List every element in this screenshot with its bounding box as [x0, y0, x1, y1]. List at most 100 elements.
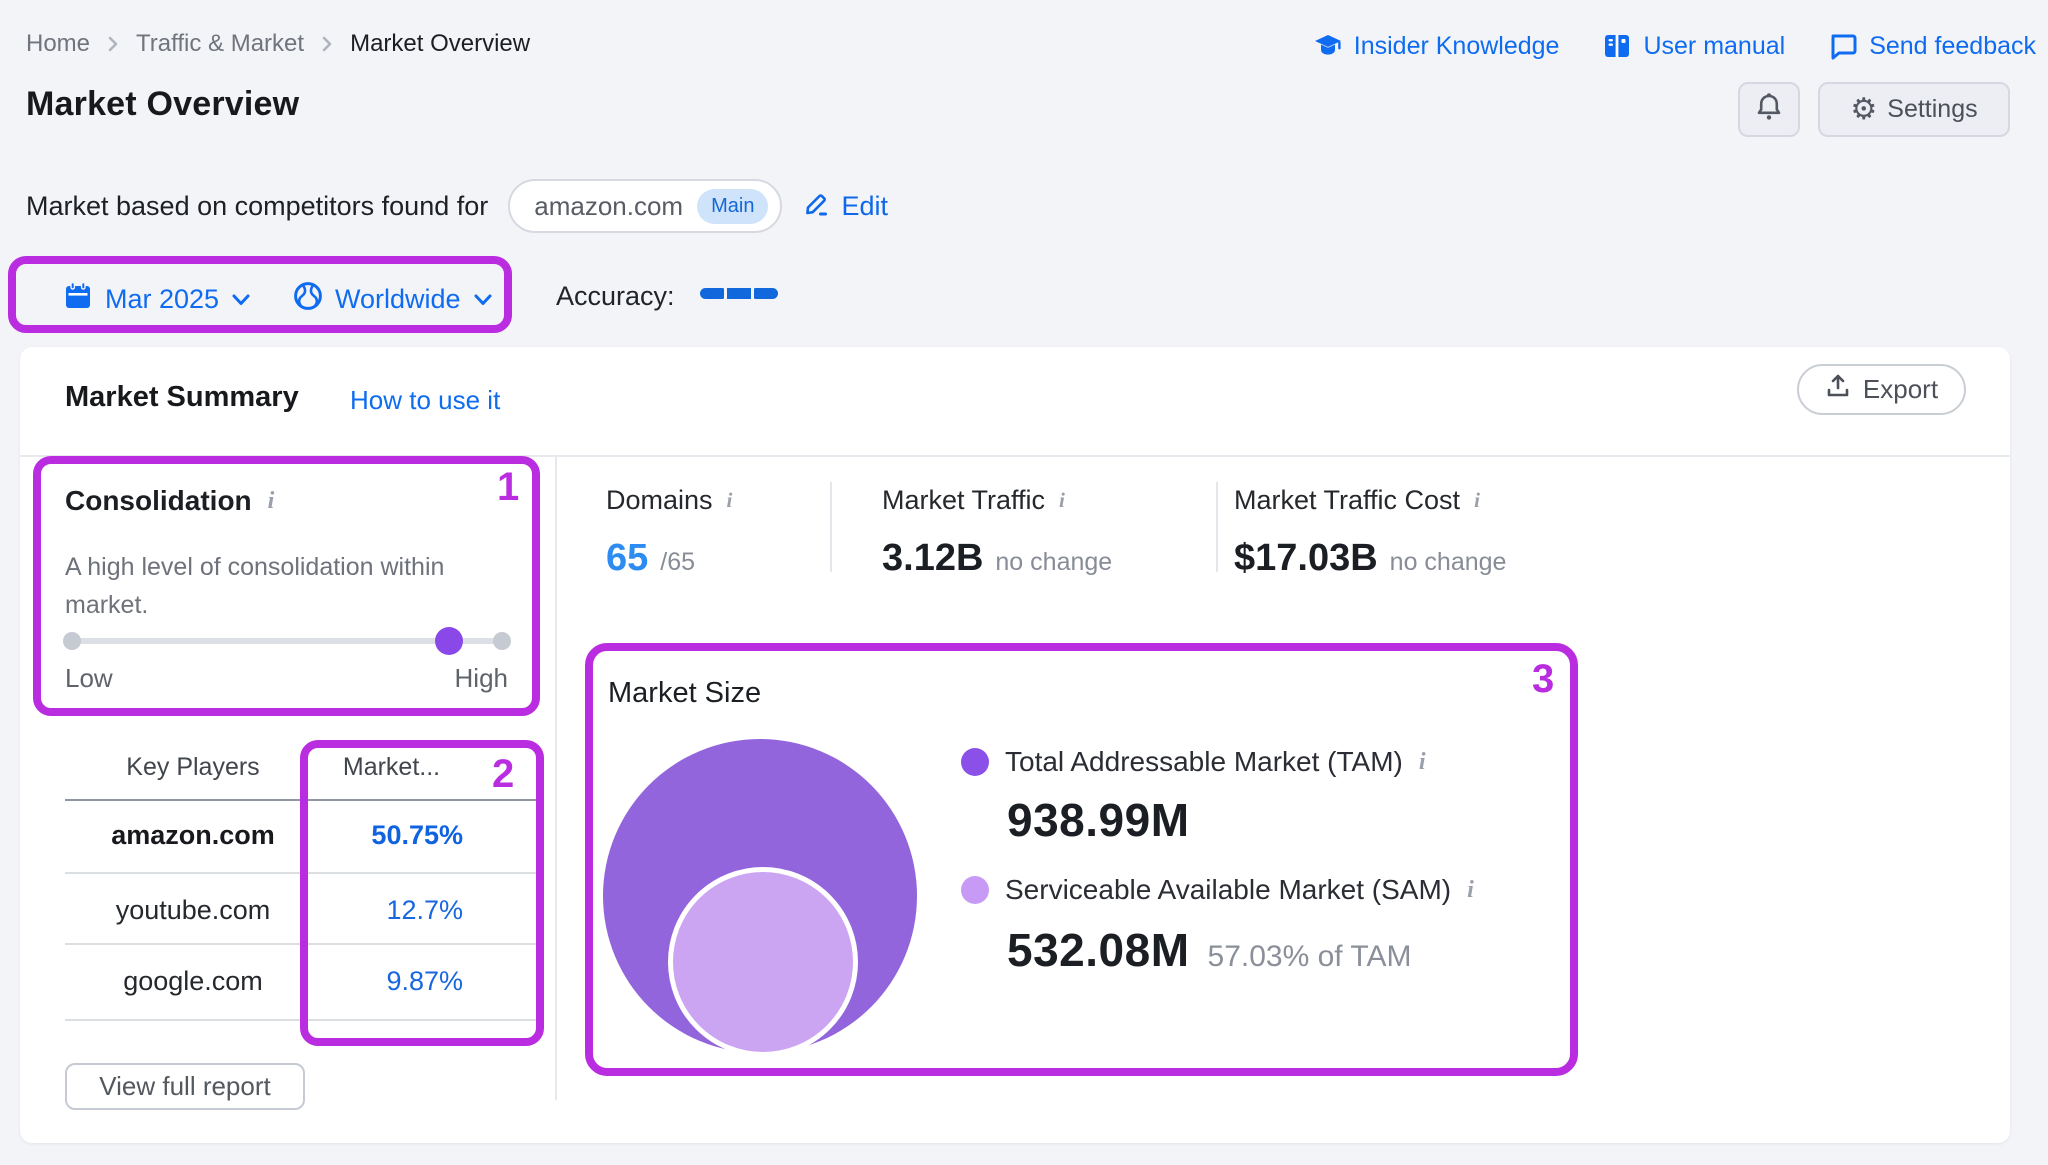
market-size-title: Market Size [608, 677, 762, 709]
consolidation-gauge-track[interactable] [72, 638, 502, 644]
tam-value-row: 938.99M [1007, 793, 1190, 847]
accuracy-segment [727, 288, 751, 299]
market-traffic-change: no change [995, 548, 1113, 576]
info-icon[interactable]: i [1418, 748, 1426, 775]
settings-button[interactable]: ⚙ Settings [1818, 82, 2010, 137]
gauge-high-label: High [454, 663, 508, 693]
info-icon[interactable]: i [726, 488, 733, 512]
send-feedback-label: Send feedback [1869, 31, 2036, 60]
chevron-down-icon [230, 292, 252, 308]
column-divider [555, 455, 557, 1100]
info-icon[interactable]: i [1059, 488, 1065, 512]
market-traffic-value: 3.12B [882, 537, 984, 579]
send-feedback-link[interactable]: Send feedback [1827, 30, 2036, 62]
tam-legend-label: Total Addressable Market (TAM) [1005, 746, 1403, 777]
table-row-divider [65, 872, 540, 874]
table-row-share[interactable]: 12.7% [386, 895, 463, 925]
accuracy-meter [700, 288, 778, 299]
annotation-number-1: 1 [497, 465, 520, 509]
region-filter-value: Worldwide [335, 284, 461, 314]
sam-legend-row: Serviceable Available Market (SAM) i [961, 874, 1474, 906]
tam-value: 938.99M [1007, 794, 1190, 846]
annotation-number-3: 3 [1532, 657, 1555, 701]
consolidation-gauge-handle[interactable] [435, 627, 463, 655]
sam-of-tam: 57.03% of TAM [1207, 940, 1412, 973]
main-badge: Main [697, 188, 769, 224]
breadcrumb-home[interactable]: Home [26, 30, 91, 57]
chevron-down-icon [472, 292, 494, 308]
table-row-domain[interactable]: youtube.com [115, 895, 271, 925]
gauge-min-dot [63, 632, 81, 650]
settings-label: Settings [1887, 95, 1978, 123]
calendar-icon [62, 280, 94, 319]
table-row-share[interactable]: 9.87% [386, 966, 463, 996]
user-manual-label: User manual [1643, 31, 1786, 60]
sam-legend-label: Serviceable Available Market (SAM) [1005, 874, 1452, 905]
table-row-divider [65, 1019, 540, 1021]
market-traffic-cost-stat-header: Market Traffic Cost i [1234, 485, 1480, 516]
sam-bubble [668, 867, 858, 1057]
view-full-report-button[interactable]: View full report [65, 1063, 305, 1110]
bell-icon [1754, 91, 1784, 128]
market-traffic-cost-value: $17.03B [1234, 537, 1378, 579]
table-row-domain[interactable]: google.com [123, 966, 263, 996]
gauge-max-dot [493, 632, 511, 650]
breadcrumb-traffic-market[interactable]: Traffic & Market [136, 30, 305, 57]
table-header-underline [65, 799, 540, 801]
domains-total: /65 [660, 548, 696, 576]
book-icon [1601, 30, 1633, 62]
breadcrumb: Home Traffic & Market Market Overview [26, 30, 530, 58]
domains-stat-header: Domains i [606, 485, 732, 516]
stat-divider [830, 482, 832, 572]
insider-knowledge-link[interactable]: Insider Knowledge [1312, 30, 1559, 62]
breadcrumb-current: Market Overview [350, 30, 531, 57]
accuracy-segment [754, 288, 778, 299]
main-domain: amazon.com [534, 190, 684, 221]
region-filter-dropdown[interactable]: Worldwide [292, 280, 494, 319]
info-icon[interactable]: i [1474, 488, 1480, 512]
stat-divider [1216, 482, 1218, 572]
user-manual-link[interactable]: User manual [1601, 30, 1785, 62]
key-players-column-header[interactable]: Key Players [126, 753, 260, 781]
consolidation-title: Consolidation [65, 485, 252, 516]
page-title: Market Overview [26, 85, 300, 123]
market-traffic-label: Market Traffic [882, 485, 1046, 515]
domains-label: Domains [606, 485, 713, 515]
date-filter-value: Mar 2025 [105, 284, 220, 314]
market-share-column-header[interactable]: Market... [342, 753, 441, 781]
edit-label: Edit [841, 190, 888, 221]
domains-stat-value: 65 /65 [606, 537, 695, 580]
edit-competitors-link[interactable]: Edit [802, 188, 888, 225]
accuracy-segment [700, 288, 724, 299]
chevron-right-icon [106, 34, 120, 54]
globe-icon [292, 280, 324, 319]
table-row-domain[interactable]: amazon.com [111, 820, 275, 850]
market-summary-title: Market Summary [65, 381, 299, 413]
consolidation-description: A high level of consolidation within mar… [65, 553, 445, 619]
export-icon [1825, 373, 1851, 406]
market-traffic-cost-label: Market Traffic Cost [1234, 485, 1461, 515]
market-traffic-cost-stat-value: $17.03B no change [1234, 537, 1506, 580]
export-button[interactable]: Export [1797, 364, 1966, 415]
date-filter-dropdown[interactable]: Mar 2025 [62, 280, 252, 319]
graduation-cap-icon [1312, 30, 1344, 62]
sam-legend-dot [961, 876, 989, 904]
main-domain-pill[interactable]: amazon.com Main [508, 179, 783, 233]
annotation-box-market-share [300, 740, 544, 1046]
tam-legend-dot [961, 748, 989, 776]
annotation-number-2: 2 [492, 752, 515, 796]
notifications-button[interactable] [1738, 82, 1800, 137]
market-traffic-stat-header: Market Traffic i [882, 485, 1065, 516]
gauge-low-label: Low [65, 663, 113, 693]
info-icon[interactable]: i [267, 487, 275, 514]
export-label: Export [1862, 374, 1939, 404]
how-to-use-link[interactable]: How to use it [350, 385, 501, 415]
info-icon[interactable]: i [1467, 876, 1474, 903]
table-row-share[interactable]: 50.75% [371, 820, 463, 850]
market-based-row: Market based on competitors found for am… [26, 179, 888, 233]
gear-icon: ⚙ [1850, 91, 1878, 127]
market-summary-card: Market Summary How to use it Export Cons… [20, 347, 2010, 1143]
sam-value-row: 532.08M 57.03% of TAM [1007, 923, 1412, 977]
chevron-right-icon [320, 34, 334, 54]
